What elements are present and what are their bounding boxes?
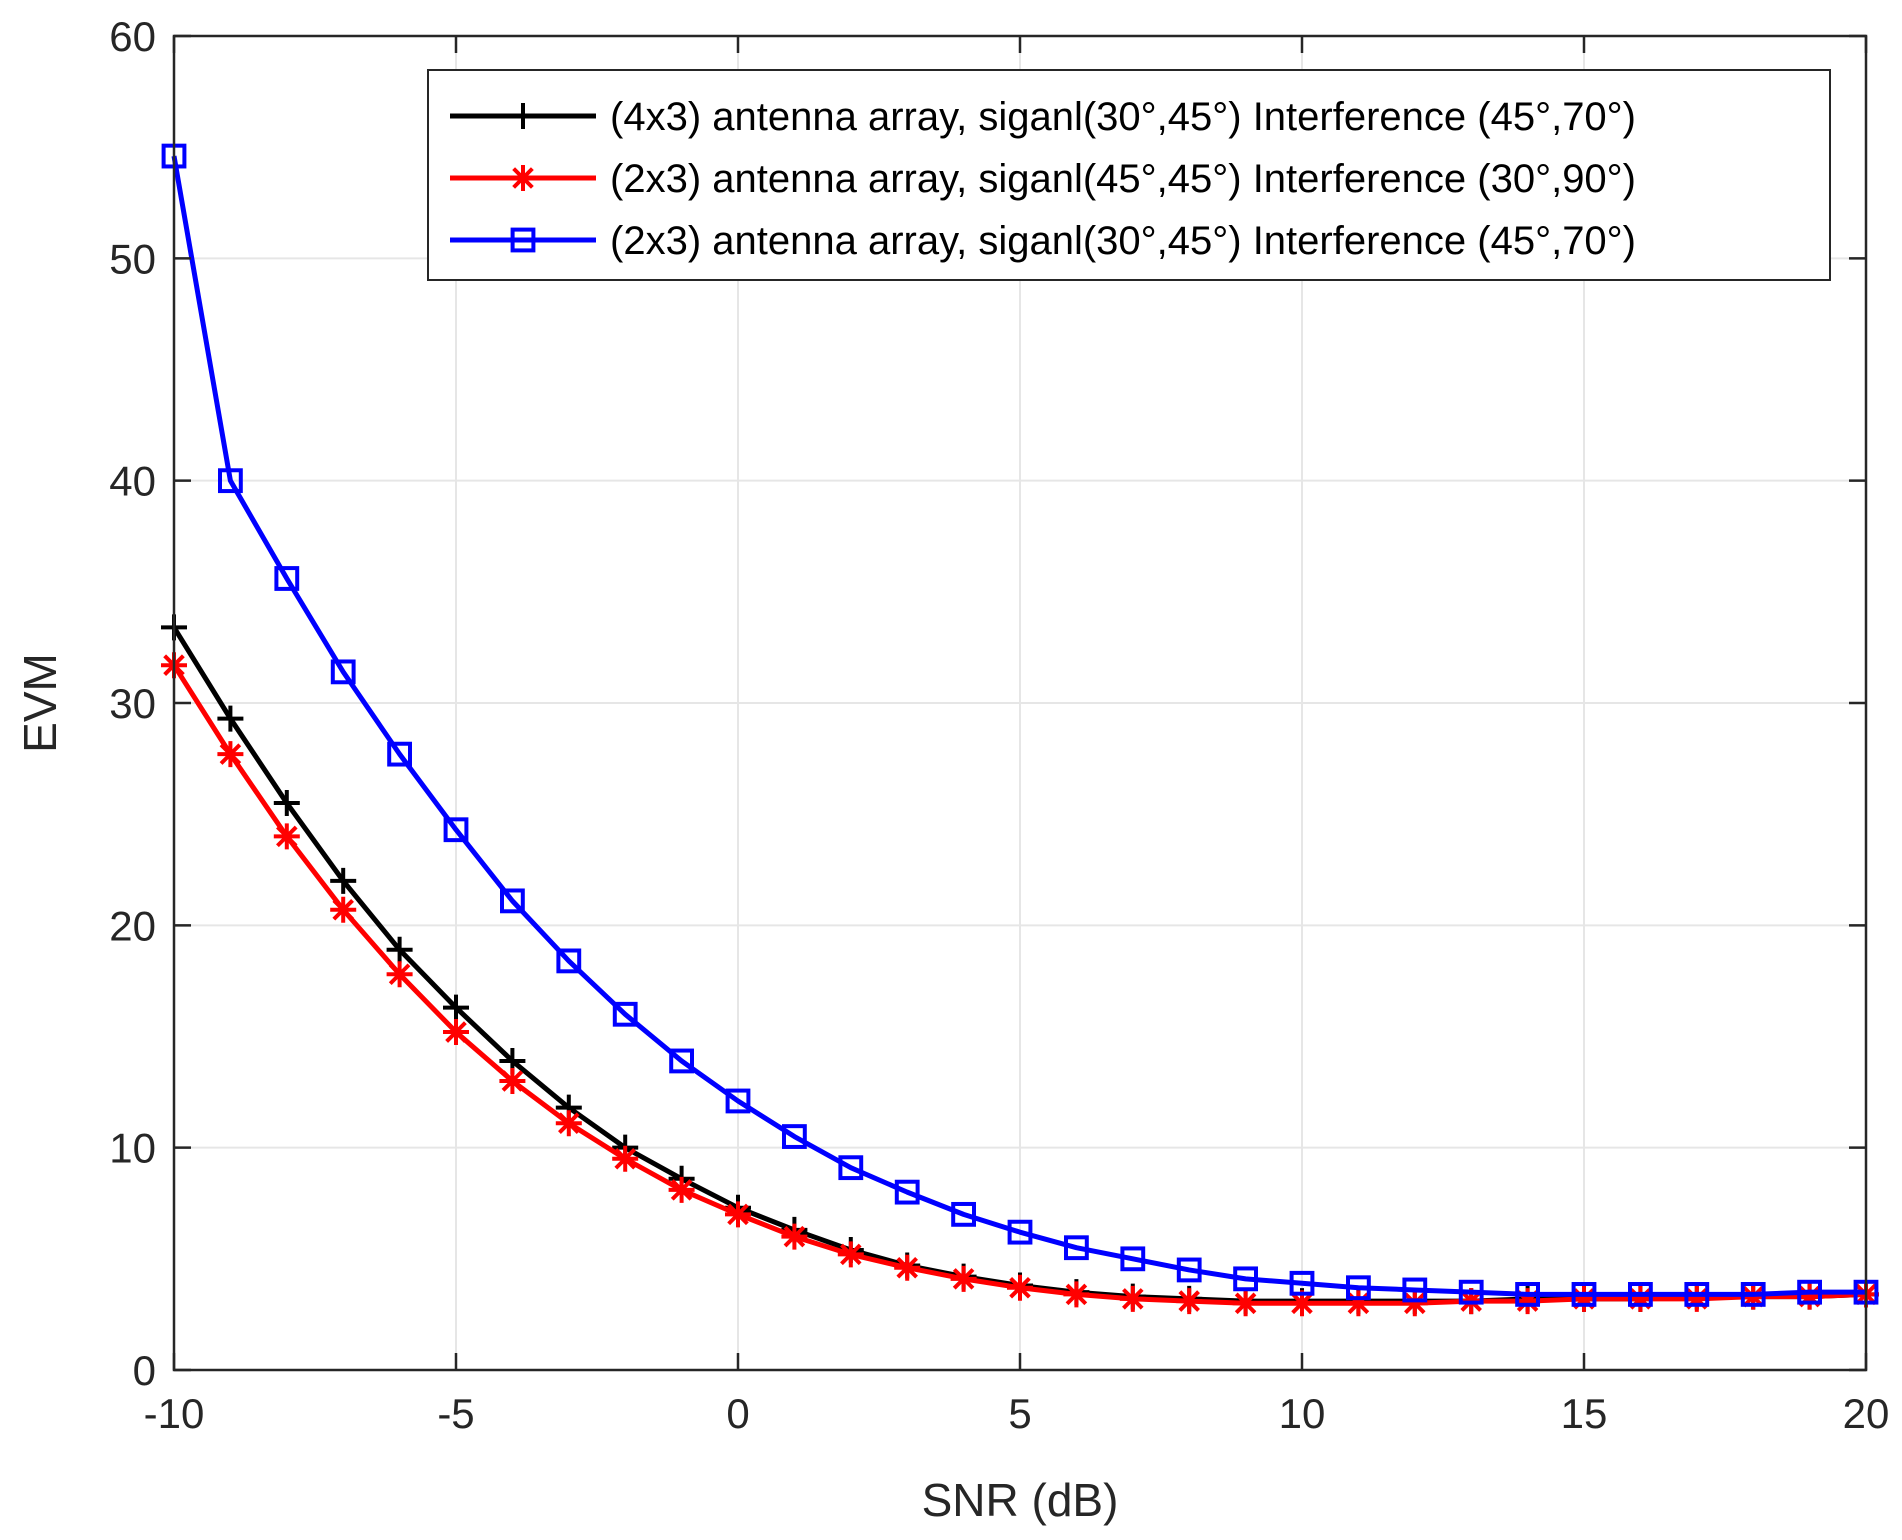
x-tick-label: 0 [726, 1390, 749, 1437]
legend-label: (4x3) antenna array, siganl(30°,45°) Int… [610, 95, 1636, 139]
plus-marker [443, 994, 469, 1021]
square-marker [1289, 1270, 1315, 1296]
square-marker [951, 1201, 977, 1227]
plus-marker [330, 867, 357, 894]
square-marker [1628, 1282, 1653, 1307]
plus-marker [217, 705, 244, 732]
square-marker [330, 659, 356, 685]
legend-item: (2x3) antenna array, siganl(30°,45°) Int… [450, 219, 1636, 263]
legend-box [427, 69, 1831, 281]
asterisk-marker [1627, 1285, 1654, 1312]
asterisk-marker [1571, 1285, 1597, 1312]
square-marker [1458, 1279, 1484, 1305]
plus-marker [273, 790, 300, 817]
y-tick-label: 50 [109, 235, 156, 282]
square-marker [612, 1001, 638, 1027]
asterisk-marker [950, 1265, 977, 1292]
square-marker [1402, 1277, 1428, 1303]
square-marker [1571, 1282, 1597, 1307]
asterisk-marker [1345, 1290, 1372, 1317]
asterisk-marker [1232, 1290, 1259, 1317]
square-marker [894, 1179, 920, 1205]
plus-marker [510, 103, 536, 129]
asterisk-marker [330, 896, 357, 923]
square-marker [1684, 1282, 1710, 1307]
square-marker [387, 741, 413, 767]
square-marker [500, 888, 525, 914]
asterisk-marker [1796, 1283, 1823, 1310]
asterisk-marker [1007, 1274, 1033, 1301]
asterisk-marker [1401, 1290, 1428, 1317]
asterisk-marker [1119, 1285, 1146, 1312]
series-2 [161, 143, 1879, 1307]
x-tick-label: 10 [1279, 1390, 1326, 1437]
ticks: -10 -5 0 5 10 15 20 0 10 20 30 40 50 60 [109, 13, 1889, 1437]
y-tick-label: 60 [109, 13, 156, 60]
series-layer [161, 143, 1879, 1317]
legend-label: (2x3) antenna array, siganl(30°,45°) Int… [610, 219, 1636, 263]
legend-item: (4x3) antenna array, siganl(30°,45°) Int… [450, 95, 1636, 139]
y-tick-label: 40 [109, 458, 156, 505]
square-marker [556, 948, 582, 974]
y-tick-label: 30 [109, 680, 156, 727]
asterisk-marker [1063, 1281, 1090, 1308]
legend: (4x3) antenna array, siganl(30°,45°) Int… [427, 69, 1831, 281]
square-marker [1797, 1279, 1822, 1305]
asterisk-marker [894, 1254, 921, 1281]
square-marker [443, 817, 469, 843]
square-marker [274, 566, 300, 591]
asterisk-marker [668, 1176, 695, 1203]
y-tick-label: 0 [133, 1347, 156, 1394]
x-tick-label: -10 [144, 1390, 205, 1437]
square-marker [725, 1088, 751, 1114]
square-marker [782, 1124, 807, 1149]
x-tick-label: 5 [1008, 1390, 1031, 1437]
legend-item: (2x3) antenna array, siganl(45°,45°) Int… [450, 157, 1636, 201]
square-marker [510, 227, 536, 253]
square-marker [669, 1048, 695, 1074]
square-marker [1176, 1257, 1202, 1283]
x-axis-label: SNR (dB) [922, 1474, 1119, 1526]
square-marker [838, 1155, 864, 1181]
legend-label: (2x3) antenna array, siganl(45°,45°) Int… [610, 157, 1636, 201]
asterisk-marker [1289, 1290, 1315, 1317]
x-tick-label: 20 [1843, 1390, 1890, 1437]
square-marker [1007, 1219, 1033, 1245]
x-tick-label: 15 [1561, 1390, 1608, 1437]
asterisk-marker [386, 961, 413, 988]
asterisk-marker [443, 1019, 469, 1046]
square-marker [1740, 1282, 1766, 1307]
asterisk-marker [510, 165, 536, 191]
square-marker [1120, 1246, 1146, 1272]
y-tick-label: 10 [109, 1125, 156, 1172]
plus-marker [386, 936, 413, 963]
asterisk-marker [217, 741, 244, 768]
square-marker [1233, 1266, 1258, 1292]
asterisk-marker [1514, 1288, 1541, 1315]
y-axis-label: EVM [14, 653, 66, 753]
y-tick-label: 20 [109, 902, 156, 949]
square-marker [1346, 1275, 1371, 1301]
asterisk-marker [837, 1241, 864, 1268]
asterisk-marker [612, 1145, 639, 1172]
x-tick-label: -5 [437, 1390, 474, 1437]
asterisk-marker [781, 1223, 808, 1250]
square-marker [1064, 1235, 1089, 1261]
asterisk-marker [1683, 1285, 1710, 1312]
asterisk-marker [273, 823, 300, 850]
square-marker [1515, 1282, 1540, 1307]
asterisk-marker [499, 1067, 526, 1094]
asterisk-marker [555, 1110, 582, 1137]
series-line [171, 155, 1866, 1297]
square-marker [218, 468, 243, 494]
asterisk-marker [1176, 1288, 1203, 1315]
asterisk-marker [725, 1201, 751, 1228]
